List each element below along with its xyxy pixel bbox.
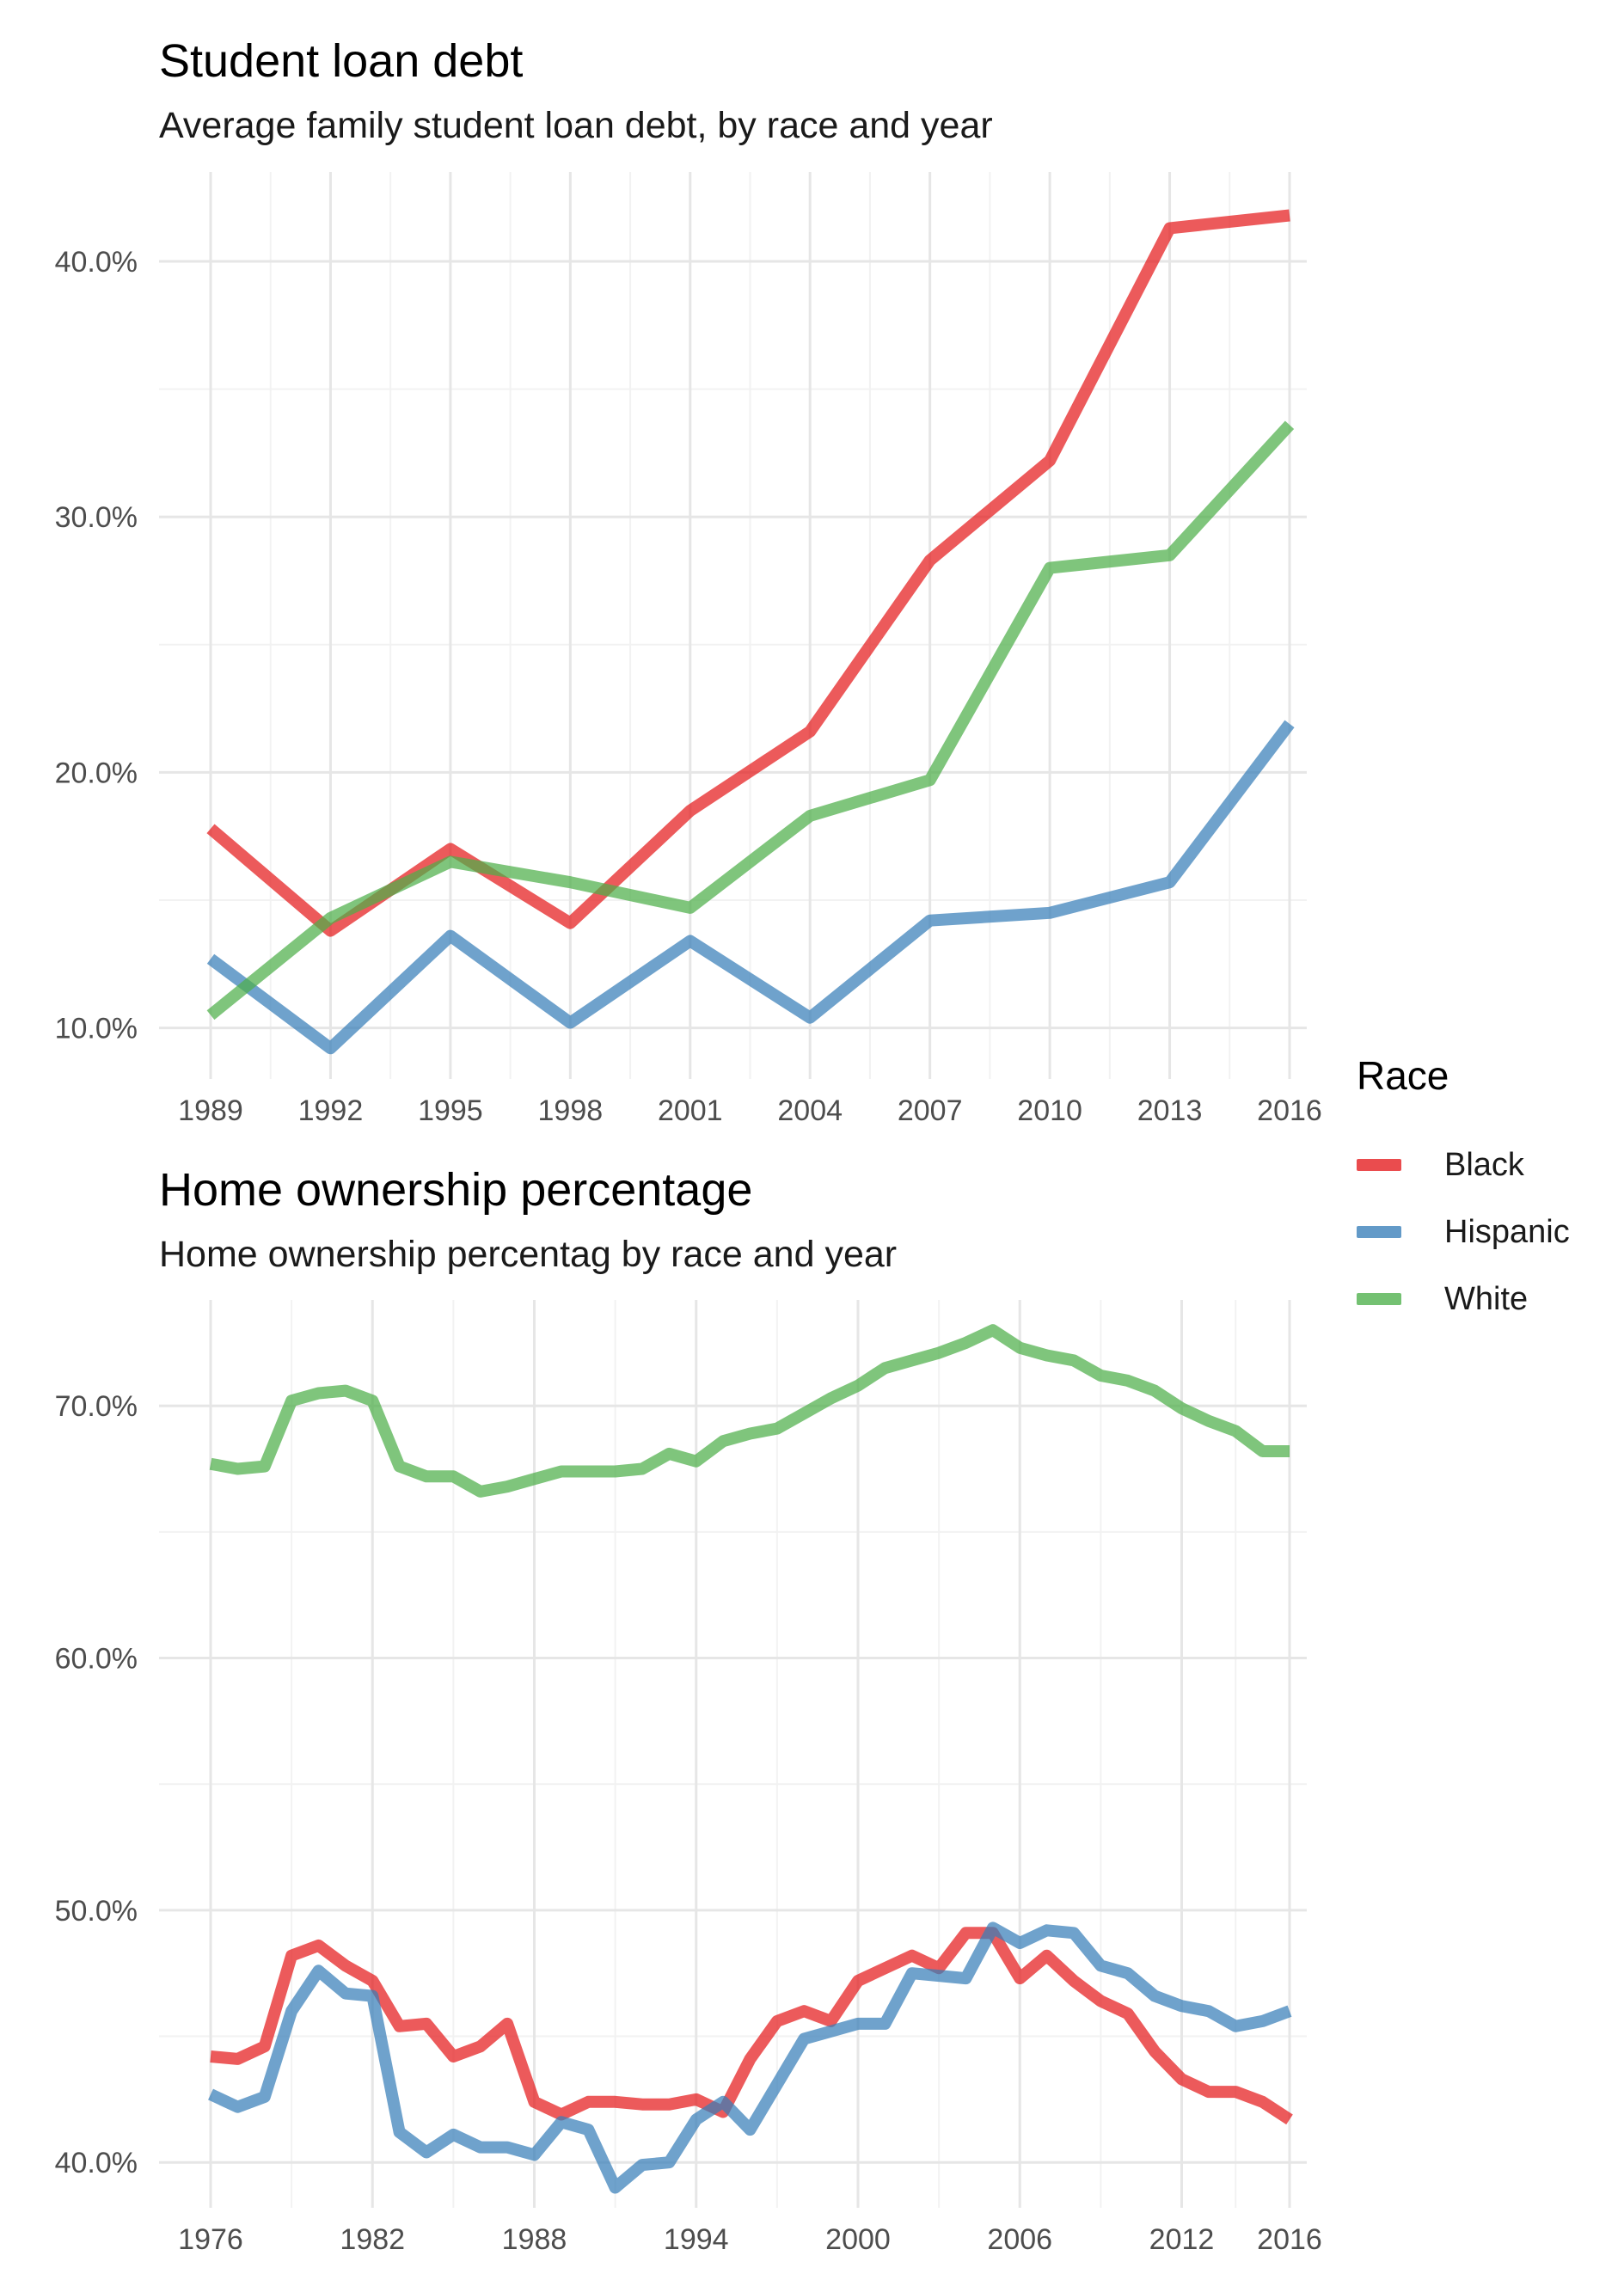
- x-tick-label: 2016: [1257, 2223, 1322, 2256]
- series-line-hispanic: [206, 720, 1295, 1055]
- home-ownership-subtitle: Home ownership percentag by race and yea…: [159, 1234, 898, 1275]
- legend: Race Black Hispanic White: [1357, 1052, 1570, 1333]
- home-ownership-title: Home ownership percentage: [159, 1164, 753, 1216]
- x-tick-label: 2000: [825, 2223, 891, 2256]
- legend-item-black: Black: [1357, 1131, 1570, 1198]
- y-tick-label: 30.0%: [55, 501, 138, 534]
- legend-label-black: Black: [1444, 1146, 1524, 1183]
- y-tick-label: 20.0%: [55, 757, 138, 789]
- x-tick-label: 2013: [1137, 1094, 1203, 1127]
- x-tick-label: 2010: [1017, 1094, 1082, 1127]
- legend-swatch-black: [1357, 1159, 1401, 1171]
- y-tick-label: 40.0%: [55, 2147, 138, 2179]
- student-loan-subtitle: Average family student loan debt, by rac…: [159, 105, 993, 146]
- x-tick-label: 1989: [178, 1094, 243, 1127]
- x-tick-label: 1988: [502, 2223, 567, 2256]
- x-tick-label: 1982: [340, 2223, 405, 2256]
- legend-item-hispanic: Hispanic: [1357, 1198, 1570, 1266]
- y-tick-label: 70.0%: [55, 1390, 138, 1423]
- y-tick-label: 60.0%: [55, 1643, 138, 1676]
- legend-swatch-white: [1357, 1293, 1401, 1305]
- x-tick-label: 2004: [777, 1094, 843, 1127]
- legend-label-white: White: [1444, 1280, 1529, 1317]
- legend-title: Race: [1357, 1053, 1449, 1098]
- x-tick-label: 1976: [178, 2223, 243, 2256]
- x-tick-label: 1998: [538, 1094, 604, 1127]
- series-line-white: [209, 1324, 1290, 1498]
- y-tick-label: 50.0%: [55, 1895, 138, 1928]
- series-line-black: [210, 1927, 1293, 2125]
- legend-label-hispanic: Hispanic: [1444, 1213, 1570, 1250]
- x-tick-label: 2006: [987, 2223, 1052, 2256]
- home-ownership-plot: 40.0% 50.0% 60.0% 70.0% 1976 1982 1988 1994 2000…: [55, 1300, 1322, 2256]
- x-tick-label: 2012: [1149, 2223, 1215, 2256]
- x-tick-label: 2001: [658, 1094, 723, 1127]
- student-loan-plot: 10.0% 20.0% 30.0% 40.0% 1989 1992 1995 1998 2001…: [55, 172, 1322, 1127]
- x-tick-label: 1994: [664, 2223, 729, 2256]
- x-tick-label: 2007: [898, 1094, 963, 1127]
- series-line-hispanic: [208, 1922, 1292, 2194]
- y-tick-label: 10.0%: [55, 1013, 138, 1045]
- student-loan-title: Student loan debt: [159, 35, 524, 87]
- legend-swatch-hispanic: [1357, 1226, 1401, 1238]
- x-tick-label: 2016: [1257, 1094, 1322, 1127]
- x-tick-label: 1992: [298, 1094, 364, 1127]
- series-line-white: [206, 420, 1295, 1021]
- x-tick-label: 1995: [418, 1094, 483, 1127]
- legend-item-white: White: [1357, 1266, 1570, 1333]
- y-tick-label: 40.0%: [55, 246, 138, 279]
